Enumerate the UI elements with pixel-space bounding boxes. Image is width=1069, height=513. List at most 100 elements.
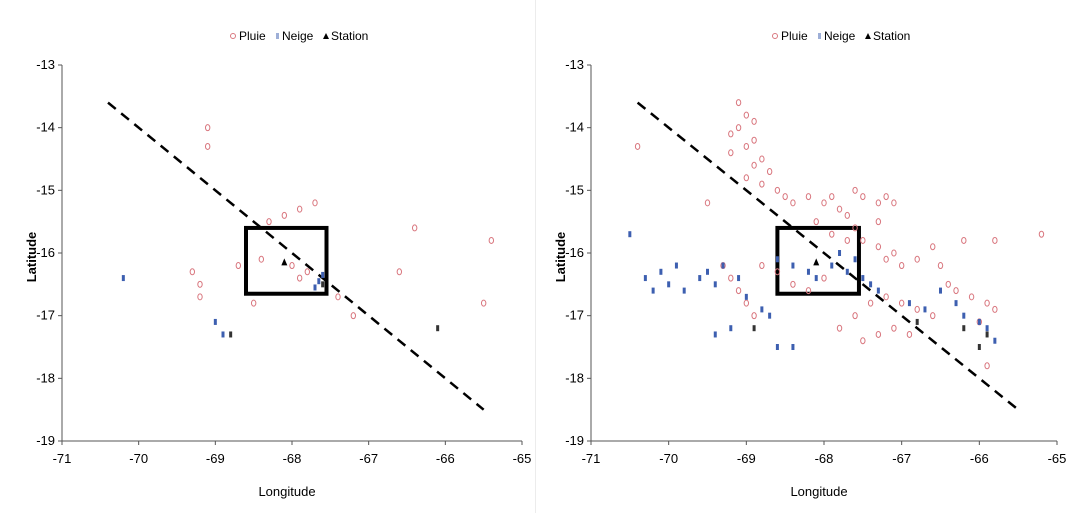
y-tick-label: -19	[36, 433, 55, 448]
scatter-chart-1: -13 -14 -15 -16 -17 -18 -19 -71 -70 -69 -68 -67 -66 -…	[535, 0, 1066, 513]
y-tick-label: -16	[36, 245, 55, 260]
rain-point	[728, 149, 734, 157]
snow-point	[791, 344, 795, 350]
y-tick-label: -18	[36, 370, 55, 385]
rain-point	[743, 142, 750, 150]
snow-point	[985, 325, 989, 332]
snow-point	[713, 331, 717, 338]
dark-point	[436, 325, 440, 332]
snow-point	[706, 268, 709, 275]
dark-point	[229, 331, 233, 338]
legend-rain-label: Pluie	[781, 29, 808, 43]
rain-point	[860, 337, 866, 345]
snow-point	[729, 325, 733, 332]
y-tick-label: -17	[36, 308, 55, 323]
y-tick-label: -16	[565, 245, 584, 260]
snow-point	[760, 306, 764, 313]
x-tick-label: -65	[513, 451, 532, 466]
rain-point	[805, 287, 812, 295]
y-axis-title: Latitude	[553, 232, 568, 283]
legend-station-marker	[865, 33, 871, 39]
rain-point	[759, 262, 765, 270]
rain-point	[235, 262, 242, 270]
y-tick-label: -19	[565, 433, 584, 448]
y-tick-label: -18	[565, 370, 584, 385]
rain-point	[953, 287, 959, 295]
dashed-divide-line	[107, 101, 485, 411]
rain-point	[250, 299, 257, 307]
y-axis-title: Latitude	[24, 232, 39, 283]
rain-point	[634, 142, 641, 150]
rain-point	[829, 193, 835, 201]
x-tick-label: -68	[283, 451, 302, 466]
rain-point	[883, 255, 889, 263]
snow-point	[853, 256, 857, 263]
rain-point	[204, 124, 211, 132]
x-tick-label: -69	[737, 451, 756, 466]
rain-point	[945, 280, 951, 288]
rain-point	[335, 293, 341, 301]
rain-point	[821, 199, 827, 207]
legend-station-label: Station	[331, 29, 368, 43]
rain-point	[296, 205, 303, 213]
snow-point	[659, 268, 663, 275]
x-tick-label: -70	[129, 451, 148, 466]
rain-point	[852, 186, 858, 194]
rain-point	[735, 124, 742, 132]
legend-rain-marker	[772, 33, 778, 39]
rain-point	[266, 218, 272, 226]
dark-point	[962, 325, 966, 332]
rain-point	[805, 193, 812, 201]
legend-snow-label: Neige	[282, 29, 314, 43]
rain-point	[898, 262, 905, 270]
rain-point	[759, 155, 765, 163]
y-tick-label: -14	[565, 120, 584, 135]
rain-point	[836, 205, 843, 213]
snow-point	[667, 281, 671, 288]
rain-point	[860, 236, 866, 244]
rain-point	[488, 236, 495, 244]
dark-point	[915, 318, 919, 325]
x-tick-label: -71	[582, 451, 601, 466]
snow-point	[923, 306, 927, 313]
rain-point	[735, 99, 742, 107]
rain-point	[984, 299, 990, 307]
rain-point	[312, 199, 318, 207]
rain-point	[790, 199, 796, 207]
y-tick-label: -15	[36, 182, 55, 197]
y-tick-label: -14	[36, 120, 55, 135]
y-tick-label: -13	[36, 57, 55, 72]
snow-point	[313, 284, 317, 291]
x-tick-label: -70	[659, 451, 678, 466]
snow-point	[682, 287, 686, 294]
rain-point	[937, 262, 944, 270]
rain-point	[836, 324, 843, 332]
rain-point	[411, 224, 418, 232]
dark-point	[985, 331, 989, 338]
rain-point	[766, 168, 773, 176]
rain-point	[204, 142, 211, 150]
rain-point	[728, 130, 734, 138]
dashed-divide-line	[636, 101, 1019, 411]
rain-point	[774, 186, 781, 194]
rain-point	[992, 236, 998, 244]
snow-point	[713, 281, 717, 288]
x-tick-label: -71	[53, 451, 72, 466]
rain-point	[875, 243, 882, 251]
rain-point	[396, 268, 403, 276]
rain-point	[296, 274, 303, 282]
rain-point	[891, 249, 897, 257]
x-axis-title: Longitude	[258, 484, 315, 499]
legend-rain-marker	[230, 33, 236, 39]
x-tick-label: -66	[436, 451, 455, 466]
rain-point	[867, 299, 874, 307]
rain-point	[852, 312, 858, 320]
snow-point	[221, 331, 225, 338]
rain-point	[852, 224, 858, 232]
rain-point	[883, 293, 889, 301]
rain-point	[1038, 230, 1045, 238]
rain-point	[197, 280, 203, 288]
snow-point	[213, 318, 217, 325]
rain-point	[898, 299, 905, 307]
rain-point	[751, 136, 757, 144]
